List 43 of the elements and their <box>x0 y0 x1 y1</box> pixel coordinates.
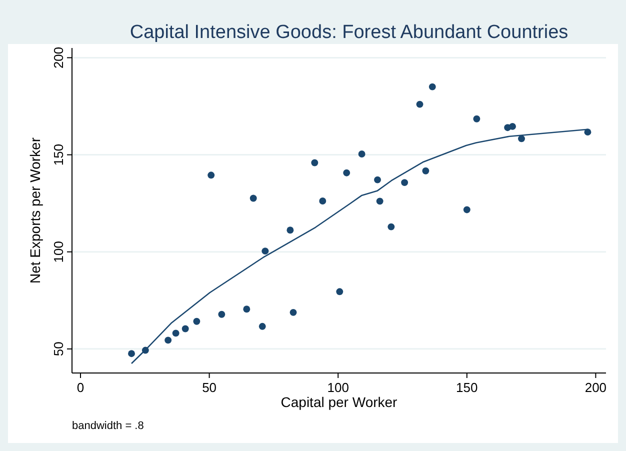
point <box>243 306 250 313</box>
point <box>128 350 135 358</box>
point <box>286 226 294 234</box>
point <box>343 169 350 176</box>
point <box>193 318 200 325</box>
point <box>428 83 436 90</box>
y-tick-label: 50 <box>51 342 66 356</box>
point <box>319 198 326 204</box>
x-tick-label: 50 <box>202 380 217 395</box>
point <box>172 330 180 337</box>
point <box>473 115 480 122</box>
point <box>416 100 424 108</box>
point <box>388 223 395 230</box>
y-axis-title: Net Exports per Worker <box>27 137 43 284</box>
y-tick-label: 100 <box>51 241 66 263</box>
x-tick-label: 0 <box>76 380 84 395</box>
point <box>509 122 516 130</box>
point <box>218 310 226 318</box>
point <box>262 248 269 255</box>
point <box>376 198 384 205</box>
y-tick-label: 200 <box>51 46 66 69</box>
x-tick-label: 100 <box>327 380 349 395</box>
point <box>463 206 470 214</box>
point <box>336 288 344 296</box>
y-tick-label: 150 <box>51 144 66 166</box>
point <box>164 336 172 344</box>
point <box>182 325 189 332</box>
text: bandwidth = .8 <box>72 420 144 432</box>
point <box>358 150 366 158</box>
point <box>290 308 297 316</box>
chart-title: Capital Intensive Goods: Forest Abundant Countries <box>130 22 568 43</box>
x-tick-label: 200 <box>584 380 607 395</box>
point <box>518 135 525 142</box>
point <box>584 128 592 136</box>
point <box>401 179 408 186</box>
x-axis-title: Capital per Worker <box>280 394 398 410</box>
point <box>422 167 430 174</box>
x-tick-label: 150 <box>456 380 478 395</box>
point <box>208 172 215 179</box>
point <box>311 159 318 166</box>
point <box>250 194 257 202</box>
point <box>374 176 381 184</box>
point <box>258 322 266 330</box>
